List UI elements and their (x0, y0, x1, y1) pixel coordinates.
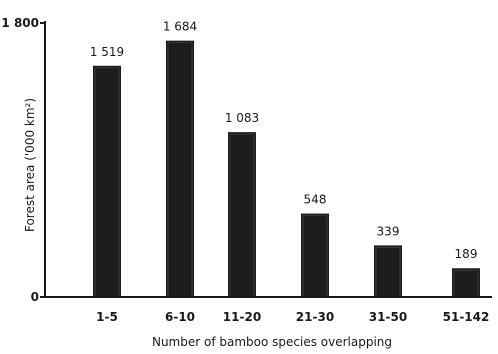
bar-6-10 (166, 40, 194, 297)
x-tick-label-6-10: 6-10 (165, 310, 195, 324)
y-tick-label-0: 0 (31, 290, 39, 304)
y-tick-label-1800: 1 800 (1, 16, 39, 30)
bar-31-50 (374, 245, 402, 297)
bar-1-5 (93, 65, 121, 297)
data-label-51-142: 189 (455, 247, 478, 261)
x-tick-label-21-30: 21-30 (296, 310, 334, 324)
data-label-31-50: 339 (377, 224, 400, 238)
bar-21-30 (301, 213, 329, 297)
bar-11-20 (228, 132, 256, 297)
x-tick-label-51-142: 51-142 (443, 310, 490, 324)
axes (40, 21, 492, 298)
x-tick-label-31-50: 31-50 (369, 310, 407, 324)
data-label-6-10: 1 684 (163, 20, 197, 34)
x-tick-label-1-5: 1-5 (96, 310, 118, 324)
bars (93, 40, 480, 298)
labels: 1 519 1-5 1 684 6-10 1 083 11-20 548 21-30 339 31… (1, 16, 489, 324)
x-axis-title: Number of bamboo species overlapping (152, 335, 392, 349)
data-label-1-5: 1 519 (90, 45, 124, 59)
data-label-21-30: 548 (304, 193, 327, 207)
y-axis-title: Forest area ('000 km²) (23, 98, 37, 232)
data-label-11-20: 1 083 (225, 111, 259, 125)
bar-51-142 (452, 268, 480, 297)
x-tick-label-11-20: 11-20 (223, 310, 261, 324)
